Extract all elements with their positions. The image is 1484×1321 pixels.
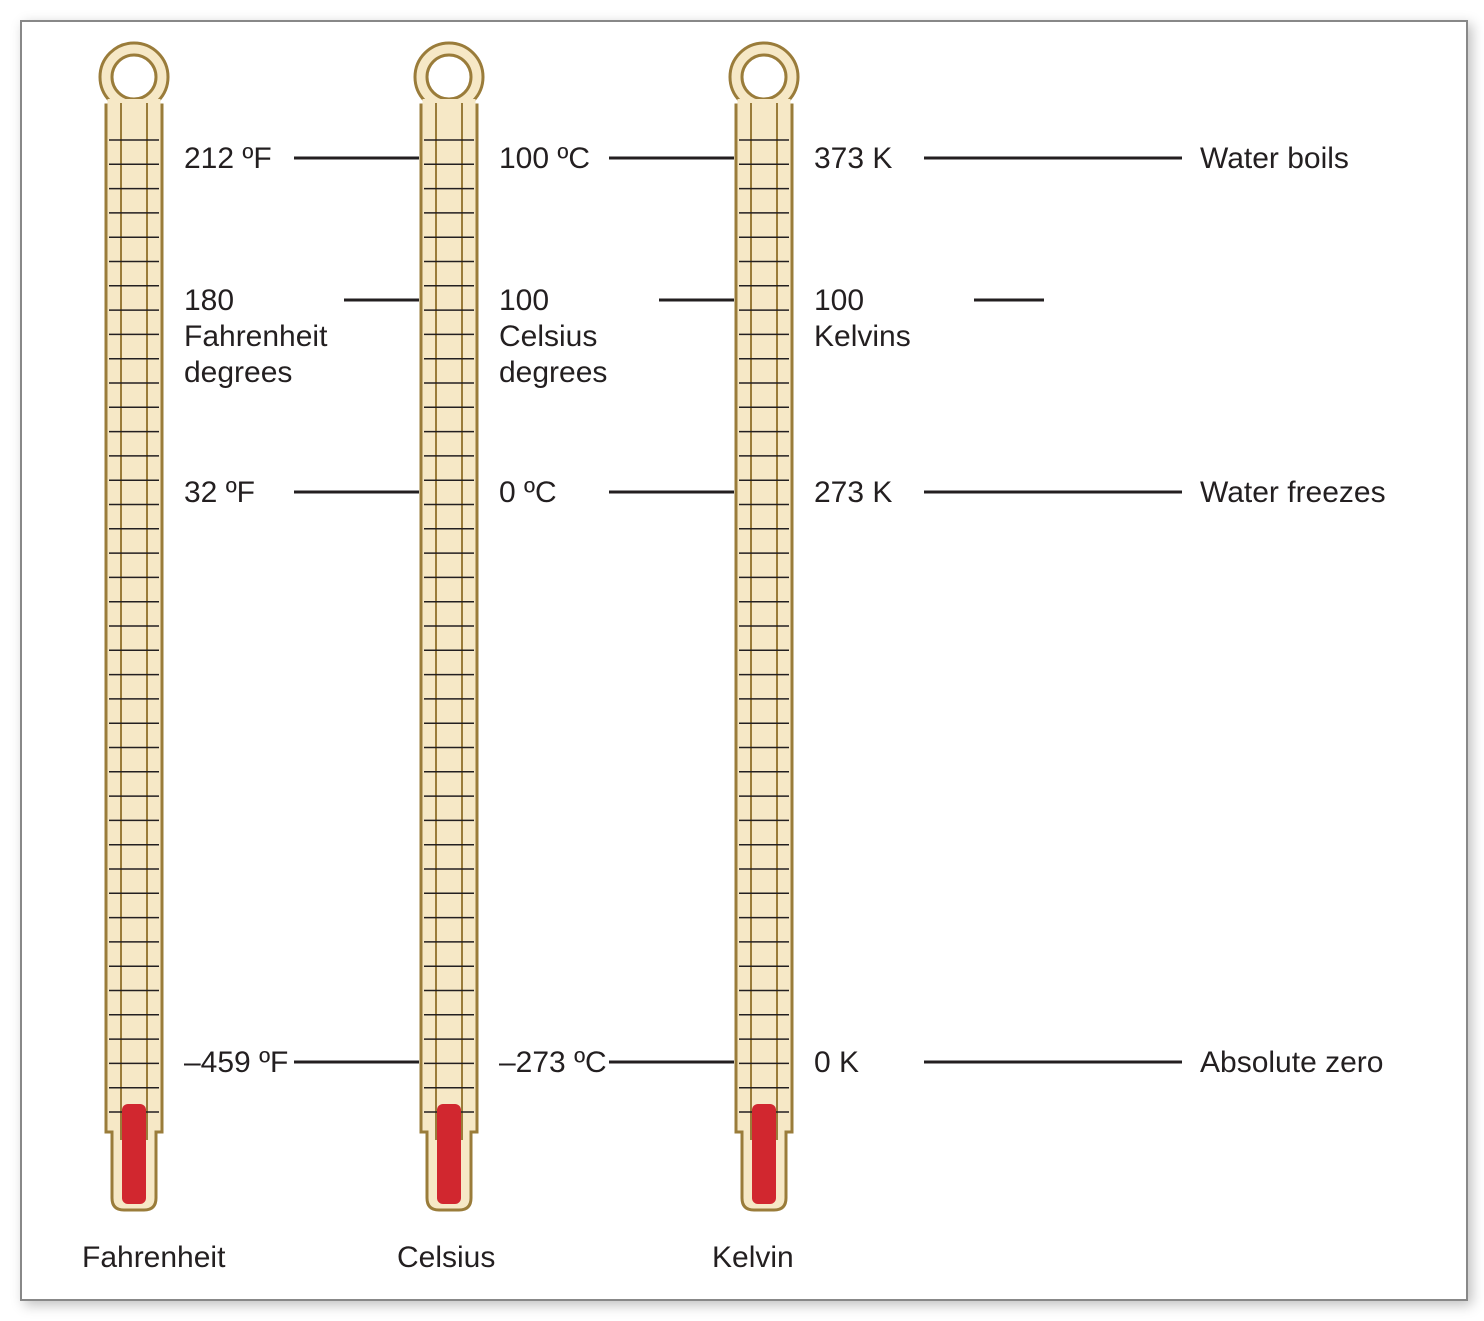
diagram-frame: 212 ºF32 ºF–459 ºF180FahrenheitdegreesFa… xyxy=(20,20,1468,1301)
range-label-celsius-line2: degrees xyxy=(499,356,607,389)
label-celsius-freeze: 0 ºC xyxy=(499,476,557,509)
thermometer-kelvin xyxy=(730,43,798,1210)
event-label-freeze: Water freezes xyxy=(1200,476,1386,509)
range-label-celsius-line0: 100 xyxy=(499,284,549,317)
mercury-icon xyxy=(752,1104,776,1204)
mercury-icon xyxy=(437,1104,461,1204)
range-label-kelvin-line1: Kelvins xyxy=(814,320,911,353)
label-fahrenheit-boil: 212 ºF xyxy=(184,142,272,175)
scale-name-fahrenheit: Fahrenheit xyxy=(82,1241,226,1274)
range-label-kelvin-line0: 100 xyxy=(814,284,864,317)
range-label-celsius-line1: Celsius xyxy=(499,320,597,353)
event-label-boil: Water boils xyxy=(1200,142,1349,175)
scale-name-kelvin: Kelvin xyxy=(712,1241,794,1274)
scale-name-celsius: Celsius xyxy=(397,1241,495,1274)
label-fahrenheit-freeze: 32 ºF xyxy=(184,476,255,509)
range-label-fahrenheit-line0: 180 xyxy=(184,284,234,317)
label-kelvin-abszero: 0 K xyxy=(814,1046,859,1079)
label-celsius-boil: 100 ºC xyxy=(499,142,590,175)
range-label-fahrenheit-line2: degrees xyxy=(184,356,292,389)
label-celsius-abszero: –273 ºC xyxy=(499,1046,607,1079)
thermometer-fahrenheit xyxy=(100,43,168,1210)
range-label-fahrenheit-line1: Fahrenheit xyxy=(184,320,328,353)
label-kelvin-boil: 373 K xyxy=(814,142,892,175)
thermometer-diagram: 212 ºF32 ºF–459 ºF180FahrenheitdegreesFa… xyxy=(22,22,1466,1299)
label-kelvin-freeze: 273 K xyxy=(814,476,892,509)
thermometer-celsius xyxy=(415,43,483,1210)
label-fahrenheit-abszero: –459 ºF xyxy=(184,1046,288,1079)
event-label-abszero: Absolute zero xyxy=(1200,1046,1383,1079)
mercury-icon xyxy=(122,1104,146,1204)
